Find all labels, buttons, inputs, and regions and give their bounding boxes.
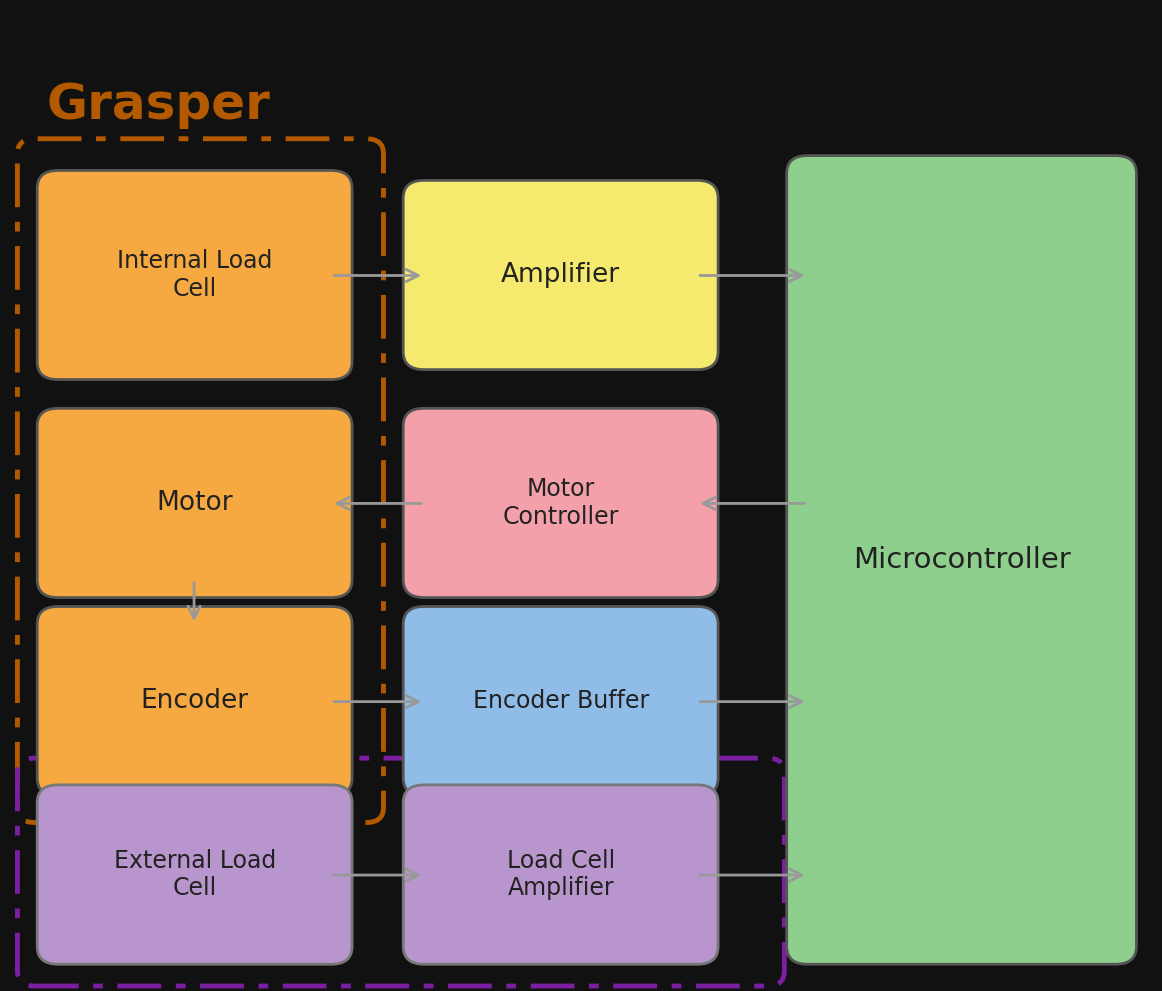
Text: Encoder Buffer: Encoder Buffer xyxy=(473,689,648,714)
Text: Microcontroller: Microcontroller xyxy=(853,546,1070,574)
Text: Amplifier: Amplifier xyxy=(501,262,621,288)
FancyBboxPatch shape xyxy=(37,408,352,598)
FancyBboxPatch shape xyxy=(787,156,1136,964)
FancyBboxPatch shape xyxy=(403,785,718,964)
Text: Internal Load
Cell: Internal Load Cell xyxy=(117,249,272,301)
Text: Motor
Controller: Motor Controller xyxy=(502,477,619,529)
FancyBboxPatch shape xyxy=(403,606,718,796)
Text: Motor: Motor xyxy=(157,490,232,516)
FancyBboxPatch shape xyxy=(37,606,352,796)
FancyBboxPatch shape xyxy=(403,180,718,370)
FancyBboxPatch shape xyxy=(37,170,352,380)
Text: Load Cell
Amplifier: Load Cell Amplifier xyxy=(507,848,615,901)
Text: Grasper: Grasper xyxy=(46,81,271,129)
FancyBboxPatch shape xyxy=(403,408,718,598)
Text: External Load
Cell: External Load Cell xyxy=(114,848,275,901)
Text: Encoder: Encoder xyxy=(141,688,249,715)
FancyBboxPatch shape xyxy=(37,785,352,964)
